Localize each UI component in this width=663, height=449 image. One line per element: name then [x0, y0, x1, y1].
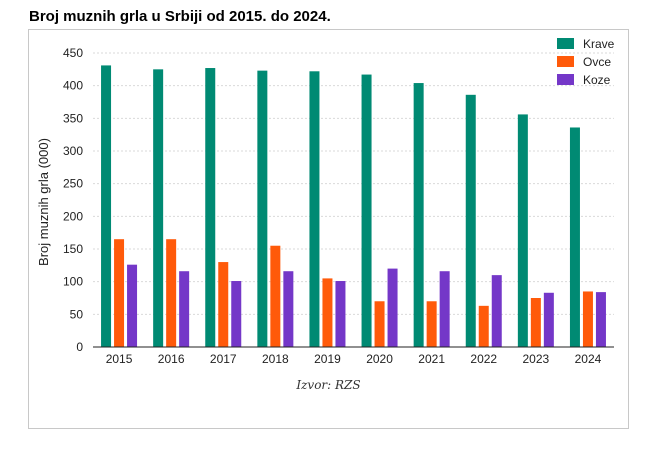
x-tick-label: 2017: [210, 352, 237, 366]
bar-koze-2024: [595, 292, 606, 347]
legend-swatch-koze: [557, 74, 574, 85]
bar-ovce-2018: [270, 245, 281, 347]
bar-krave-2015: [101, 65, 112, 347]
bar-krave-2024: [569, 127, 580, 347]
bar-koze-2018: [283, 271, 294, 347]
page-title: Broj muznih grla u Srbiji od 2015. do 20…: [29, 8, 331, 25]
bar-krave-2019: [309, 71, 320, 347]
y-tick-label: 250: [63, 177, 83, 191]
x-tick-label: 2020: [366, 352, 393, 366]
legend-label-krave: Krave: [583, 37, 615, 51]
bar-ovce-2023: [530, 298, 541, 347]
bar-ovce-2015: [114, 239, 125, 347]
bar-koze-2019: [335, 281, 346, 347]
y-tick-label: 350: [63, 111, 83, 125]
bar-ovce-2024: [582, 291, 593, 347]
legend-swatch-krave: [557, 38, 574, 49]
bar-koze-2020: [387, 268, 398, 347]
bar-krave-2017: [205, 68, 216, 347]
bar-ovce-2022: [478, 305, 489, 347]
bar-krave-2021: [413, 83, 424, 347]
x-tick-label: 2018: [262, 352, 289, 366]
bar-ovce-2017: [218, 262, 229, 347]
y-axis-title: Broj muznih grla (000): [36, 138, 51, 266]
bar-ovce-2021: [426, 301, 437, 347]
x-tick-label: 2015: [106, 352, 133, 366]
x-tick-label: 2022: [470, 352, 497, 366]
y-tick-label: 50: [70, 307, 84, 321]
x-tick-label: 2024: [575, 352, 602, 366]
y-tick-label: 450: [63, 46, 83, 60]
y-tick-label: 300: [63, 144, 83, 158]
x-tick-label: 2016: [158, 352, 185, 366]
x-tick-label: 2021: [418, 352, 445, 366]
bar-ovce-2020: [374, 301, 385, 347]
y-tick-label: 0: [76, 340, 83, 354]
bar-koze-2016: [179, 271, 190, 347]
x-tick-label: 2023: [522, 352, 549, 366]
grid: [93, 52, 614, 315]
bar-koze-2021: [439, 271, 450, 347]
y-tick-label: 100: [63, 275, 83, 289]
legend-label-ovce: Ovce: [583, 55, 611, 69]
chart-frame: [28, 29, 629, 429]
y-tick-label: 400: [63, 79, 83, 93]
x-tick-labels: 2015 2016 2017 2018 2019 2020 2021 2022 2023 2024: [106, 352, 602, 366]
bar-koze-2015: [127, 264, 138, 347]
y-tick-labels: 0 50 100 150 200 250 300 350 400 450: [63, 46, 83, 354]
bar-ovce-2016: [166, 239, 177, 347]
bar-krave-2022: [465, 94, 476, 348]
bar-ovce-2019: [322, 278, 333, 347]
legend-swatch-ovce: [557, 56, 574, 67]
y-tick-label: 150: [63, 242, 83, 256]
bar-koze-2022: [491, 275, 502, 347]
legend-label-koze: Koze: [583, 73, 611, 87]
bar-krave-2018: [257, 70, 268, 347]
bar-krave-2020: [361, 74, 372, 347]
bars: [101, 65, 606, 348]
bar-krave-2016: [153, 69, 164, 347]
source-note: Izvor: RZS: [295, 378, 360, 392]
bar-krave-2023: [517, 114, 528, 347]
bar-koze-2017: [231, 281, 242, 347]
bar-koze-2023: [543, 292, 554, 347]
y-tick-label: 200: [63, 209, 83, 223]
legend: Krave Ovce Koze: [557, 37, 615, 87]
x-tick-label: 2019: [314, 352, 341, 366]
